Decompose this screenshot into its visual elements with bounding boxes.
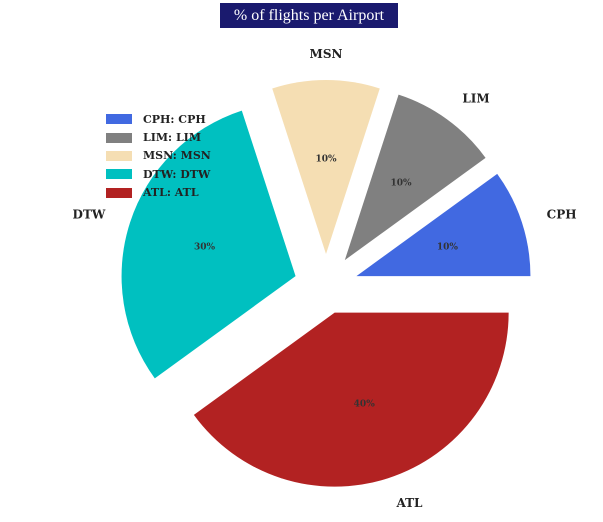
slice-label-msn: MSN [310, 47, 343, 61]
slice-label-atl: ATL [395, 496, 423, 510]
legend-label: CPH: CPH [143, 112, 206, 126]
legend-item-dtw: DTW: DTW [106, 165, 211, 183]
pie-slice-cph [356, 173, 531, 277]
legend-label: LIM: LIM [143, 131, 202, 145]
legend-item-lim: LIM: LIM [106, 128, 211, 146]
legend-label: MSN: MSN [143, 149, 211, 163]
pct-label-dtw: 30% [194, 243, 216, 253]
legend-swatch [106, 114, 132, 125]
legend-swatch [106, 150, 132, 161]
legend-label: DTW: DTW [143, 167, 211, 181]
pie-slice-msn [272, 80, 380, 255]
pie-slice-dtw [121, 110, 296, 379]
slice-label-cph: CPH [547, 207, 577, 221]
chart-legend: CPH: CPH LIM: LIM MSN: MSN DTW: DTW ATL: ATL [106, 110, 211, 202]
pct-label-msn: 10% [315, 154, 337, 164]
slice-label-dtw: DTW [73, 207, 106, 221]
legend-swatch [106, 187, 132, 198]
legend-swatch [106, 132, 132, 143]
pct-label-cph: 10% [437, 243, 459, 253]
pct-label-atl: 40% [354, 400, 376, 410]
pie-slice-atl [193, 312, 509, 487]
legend-swatch [106, 169, 132, 180]
legend-item-atl: ATL: ATL [106, 184, 211, 202]
legend-item-cph: CPH: CPH [106, 110, 211, 128]
slice-label-lim: LIM [462, 91, 489, 105]
pct-label-lim: 10% [391, 179, 413, 189]
legend-item-msn: MSN: MSN [106, 147, 211, 165]
pie-slice-lim [344, 94, 486, 261]
chart-title: % of flights per Airport [220, 3, 398, 28]
legend-label: ATL: ATL [143, 186, 199, 200]
